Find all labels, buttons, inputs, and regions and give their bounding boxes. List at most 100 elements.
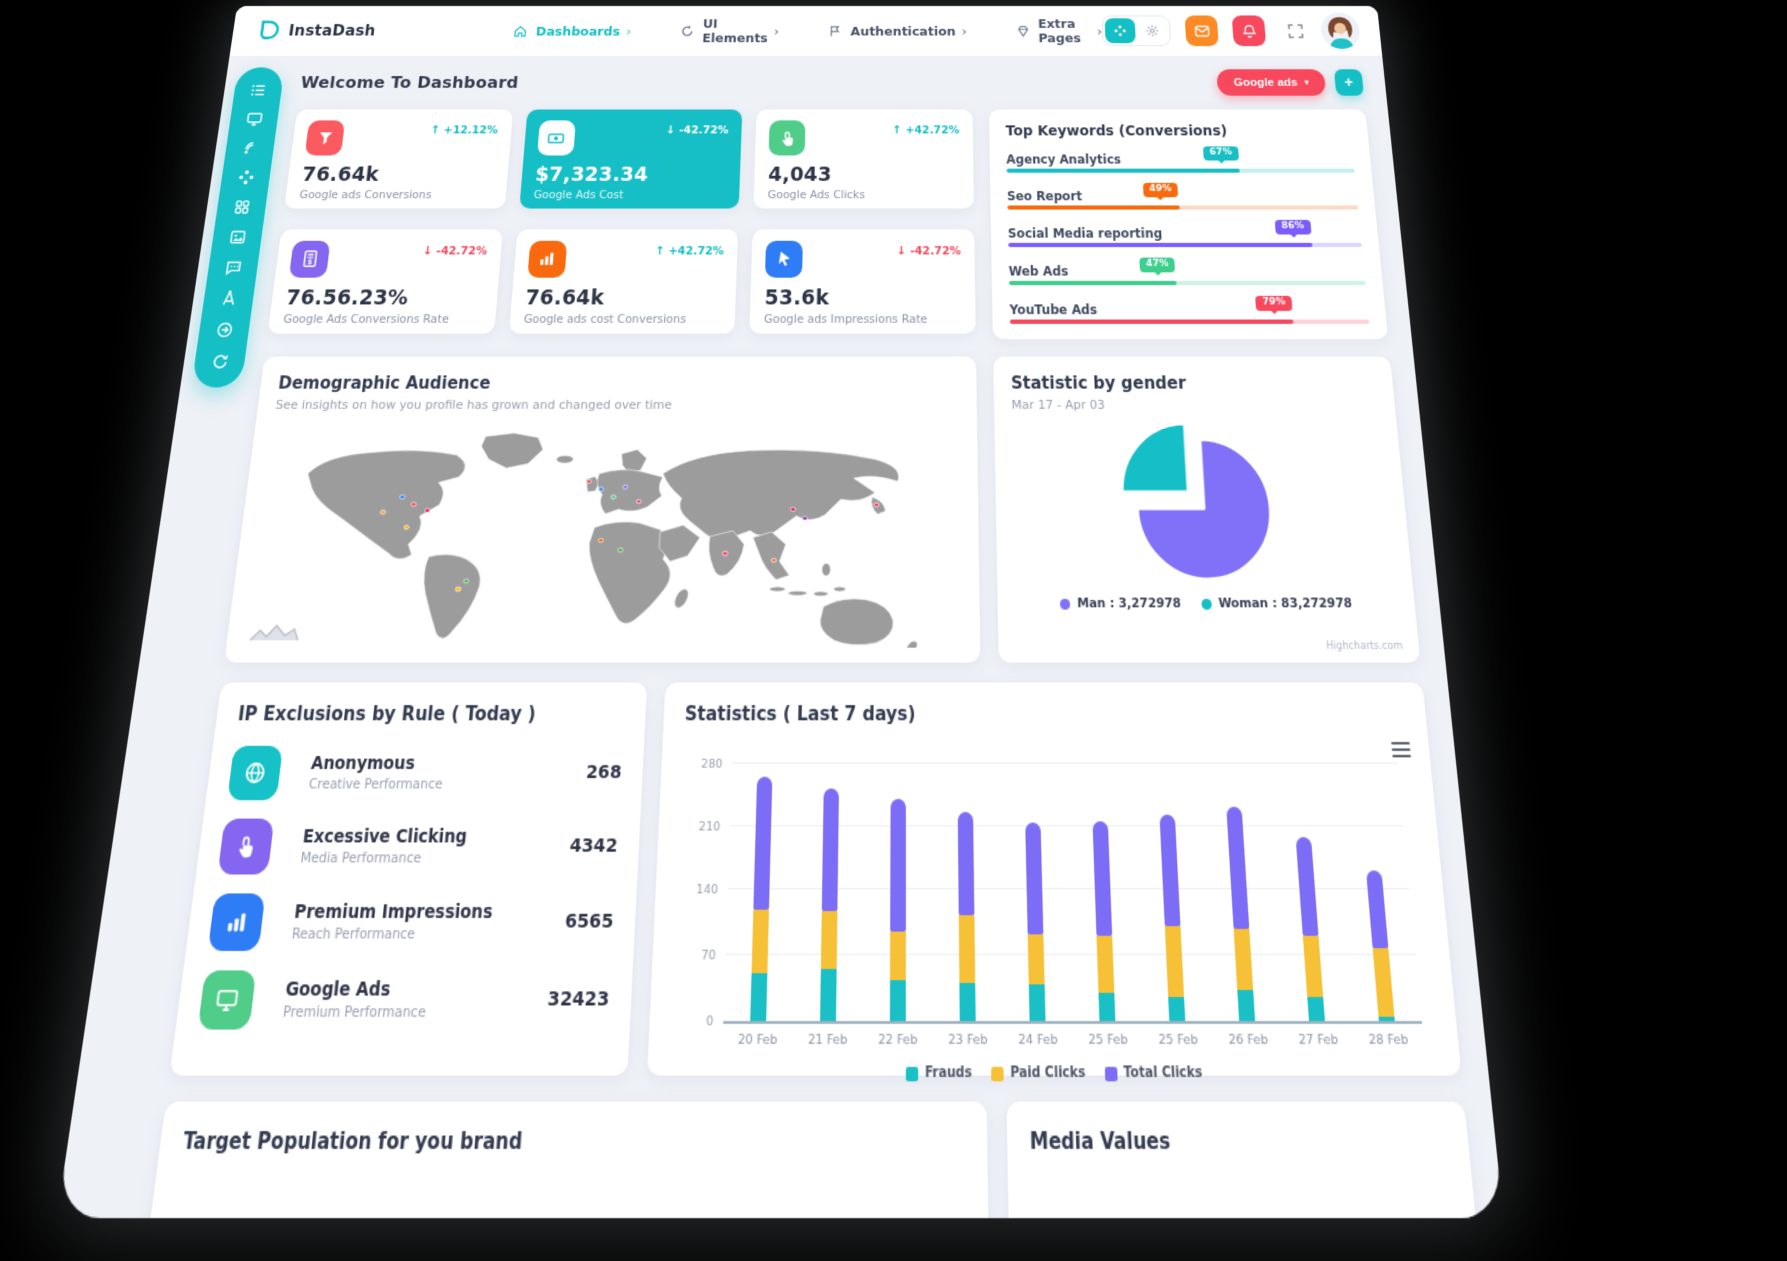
bar-column-23-feb-3 [932,764,1003,1022]
funnel-dollar-icon [304,120,346,156]
pie-slice-woman [1119,423,1188,492]
keyword-label: Social Media reporting [1007,226,1163,241]
rule-subtitle: Premium Performance [282,1004,427,1022]
stat-label: Google Ads Clicks [767,189,866,202]
media-values-card: Media Values [1006,1101,1487,1219]
segment-total-clicks [821,788,839,911]
keyword-row-seo-report: Seo Report 49% [1006,182,1359,210]
bar-chart-icon [527,240,567,278]
stat-label: Google Ads Cost [533,189,624,202]
keyword-label: Agency Analytics [1006,152,1122,167]
sidebar-compass-icon[interactable] [218,289,239,307]
rule-name: Google Ads [284,978,392,1002]
fullscreen-button[interactable] [1279,18,1307,43]
legend-item-paid-clicks: Paid Clicks [991,1065,1086,1081]
bar-column-20-feb-0 [723,764,798,1022]
segment-paid-clicks [820,910,838,969]
keyword-label: YouTube Ads [1009,302,1098,318]
segment-paid-clicks [751,909,769,974]
x-axis-label: 21 Feb [807,1032,848,1049]
segment-total-clicks [1092,821,1113,936]
ip-exclusions-title: IP Exclusions by Rule ( Today ) [236,702,537,726]
gender-title: Statistic by gender [1010,373,1187,394]
x-axis-label: 28 Feb [1368,1032,1409,1049]
segment-frauds [959,982,976,1022]
keyword-pct-badge: 67% [1203,146,1239,164]
legend-item-frauds: Frauds [906,1065,972,1081]
sidebar-shapes-icon[interactable] [236,169,256,186]
demographic-audience-card: Demographic Audience See insights on how… [224,356,981,663]
notifications-button[interactable] [1231,15,1267,47]
sidebar-logout-icon[interactable] [209,352,230,371]
chevron-right-icon: › [1096,23,1103,38]
segment-paid-clicks [1096,935,1115,993]
add-button[interactable]: + [1333,69,1364,96]
segment-total-clicks [1226,806,1250,929]
chart-credit: Highcharts.com [1325,640,1404,653]
stat-card-google-ads-impressions-rate: ↓ -42.72% 53.6k Google ads Impressions R… [749,228,976,334]
rule-subtitle: Creative Performance [307,776,444,793]
sidebar-arrow-circle-icon[interactable] [214,321,235,339]
toggle-settings-icon[interactable] [1136,18,1169,44]
pie-legend: Man : 3,272978 Woman : 83,272978 [1016,596,1397,611]
x-axis-label: 26 Feb [1228,1032,1269,1049]
chart-menu-icon[interactable] [1390,738,1412,760]
stat-delta: ↓ -42.72% [422,243,488,258]
ip-rule-google-ads: Google Ads Premium Performance 32423 [197,970,611,1030]
sidebar-signal-icon[interactable] [240,139,260,156]
nav-item-dashboards[interactable]: Dashboards › [512,23,632,38]
stat-value: $7,323.34 [534,163,649,186]
keyword-label: Web Ads [1008,263,1069,279]
top-keywords-card: Top Keywords (Conversions) Agency Analyt… [988,109,1389,340]
y-axis-tick: 210 [698,818,721,834]
rule-value: 4342 [568,835,619,858]
bell-icon [1240,23,1258,39]
stat-value: 76.64k [524,285,605,310]
money-bill-icon [536,120,576,156]
sidebar-chat-icon[interactable] [223,259,244,277]
segment-total-clicks [753,777,773,910]
chevron-down-icon: ▾ [1304,78,1310,87]
nav-item-authentication[interactable]: Authentication › [827,23,967,38]
y-axis-tick: 0 [705,1013,714,1029]
stat-delta: ↑ +12.12% [429,123,499,137]
segment-frauds [1307,997,1325,1022]
nav-item-ui-elements[interactable]: UI Elements › [679,16,780,45]
brand[interactable]: InstaDash [252,18,514,43]
cursor-icon [765,240,804,278]
sidebar-list-icon[interactable] [248,82,268,99]
segment-paid-clicks [1302,935,1324,998]
top-navbar: InstaDash Dashboards › UI Elements › Authent… [229,6,1383,56]
nav-item-extra-pages[interactable]: Extra Pages › [1015,16,1103,45]
segment-paid-clicks [890,931,906,980]
chart-legend: Frauds Paid Clicks Total Clicks [669,1065,1440,1081]
y-axis-tick: 280 [700,756,723,771]
chevron-right-icon: › [961,23,967,38]
mail-button[interactable] [1184,15,1219,47]
user-avatar[interactable] [1319,12,1362,49]
sidebar-image-icon[interactable] [227,228,247,246]
nav-label: Extra Pages [1037,16,1082,46]
google-ads-filter-button[interactable]: Google ads ▾ [1216,69,1327,96]
keywords-list: Agency Analytics 67% Seo Report 49% Soci… [1006,146,1370,324]
x-axis-label: 22 Feb [878,1032,918,1049]
top-keywords-title: Top Keywords (Conversions) [1005,123,1228,140]
theme-toggle[interactable] [1101,15,1172,47]
sidebar-monitor-icon[interactable] [244,110,264,127]
toggle-apps-icon[interactable] [1104,18,1136,44]
target-population-card: Target Population for you brand [135,1101,990,1219]
home-icon [512,24,528,38]
stat-label: Google Ads Conversions Rate [282,312,450,326]
rule-value: 32423 [546,988,610,1012]
nav-label: Dashboards [535,23,621,38]
x-axis-label: 27 Feb [1298,1032,1339,1049]
statistics-title: Statistics ( Last 7 days) [684,702,916,726]
keyword-label: Seo Report [1006,189,1083,204]
ip-exclusions-list: Anonymous Creative Performance 268 Excess… [197,745,623,1030]
bar-column-25-feb-5 [1065,764,1143,1022]
rule-subtitle: Media Performance [299,850,422,867]
sidebar-grid-icon[interactable] [231,198,251,216]
monitor-icon [197,970,257,1030]
keyword-row-web-ads: Web Ads 47% [1008,257,1366,286]
demographic-subtitle: See insights on how you profile has grow… [274,397,673,413]
